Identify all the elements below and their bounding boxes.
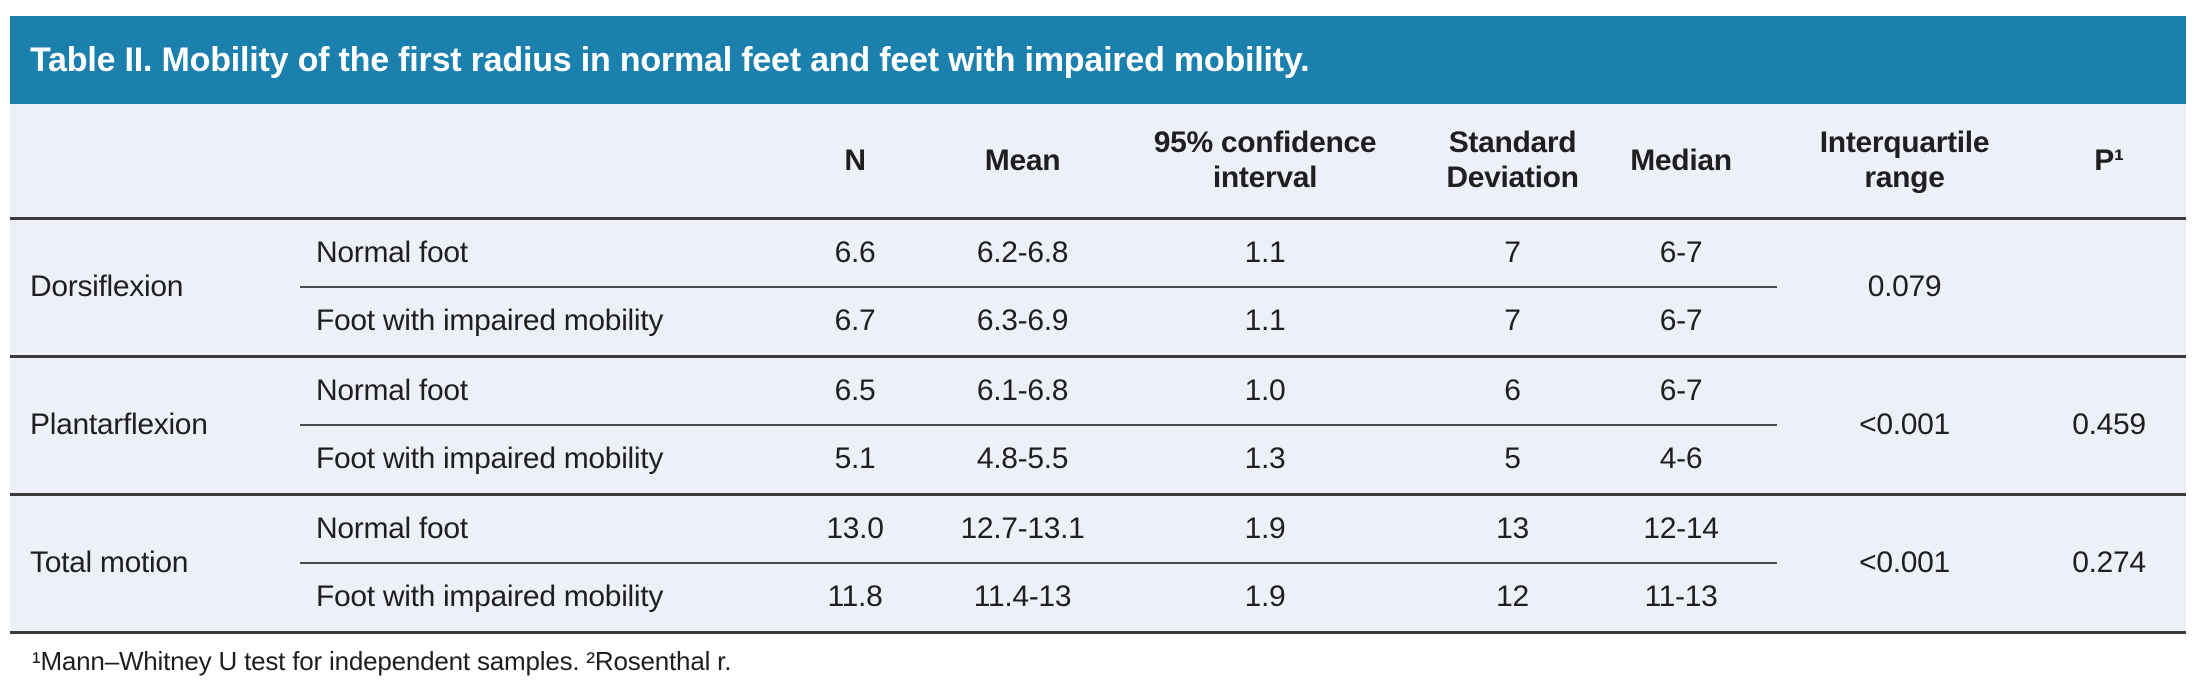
header-interquartile-range: Interquartile range xyxy=(1777,104,2032,220)
cell-median: 6-7 xyxy=(1585,354,1777,426)
mobility-table: N Mean 95% confidence interval Standard … xyxy=(10,104,2186,634)
header-sd-line1: Standard xyxy=(1448,125,1577,159)
cell-ci: 1.1 xyxy=(1244,304,1286,338)
table-container: Table II. Mobility of the first radius i… xyxy=(10,16,2186,677)
header-mean: Mean xyxy=(955,104,1090,220)
table-row-totalmotion-normal: Total motion Normal foot 13.0 12.7-13.1 … xyxy=(10,492,2186,632)
cell-n: 13.0 xyxy=(755,492,955,564)
table-row-dorsiflexion-normal: Dorsiflexion Normal foot 6.6 6.2-6.8 1.1… xyxy=(10,218,2186,303)
cell-iqr-total-motion: <0.001 xyxy=(1777,492,2032,632)
cell-n: 11.8 xyxy=(827,580,883,614)
header-empty-condition xyxy=(300,104,755,220)
header-median-label: Median xyxy=(1630,143,1732,177)
cell-condition: Normal foot xyxy=(300,492,755,564)
cell-iqr-plantarflexion: <0.001 xyxy=(1777,354,2032,494)
table-row-dorsiflexion-impaired: Foot with impaired mobility 6.7 6.3-6.9 … xyxy=(10,287,2186,356)
cell-ci: 1.0 xyxy=(1090,354,1440,426)
cell-mean: 12.7-13.1 xyxy=(955,492,1090,564)
cell-median: 4-6 xyxy=(1659,442,1703,476)
cell-sd: 5 xyxy=(1504,442,1521,476)
cell-condition: Normal foot xyxy=(300,218,755,288)
cell-median: 6-7 xyxy=(1659,304,1703,338)
cell-n: 6.7 xyxy=(834,304,876,338)
cell-n: 6.6 xyxy=(755,218,955,288)
table-row-totalmotion-impaired: Foot with impaired mobility 11.8 11.4-13… xyxy=(10,563,2186,632)
cell-mean: 6.2-6.8 xyxy=(955,218,1090,288)
cell-sd: 13 xyxy=(1440,492,1585,564)
header-ci-line1: 95% confidence xyxy=(1153,125,1377,159)
cell-condition: Normal foot xyxy=(300,354,755,426)
header-p: P¹ xyxy=(2032,104,2186,220)
cell-mean: 4.8-5.5 xyxy=(976,442,1069,476)
header-ci-line2: interval xyxy=(1212,161,1318,195)
cell-condition: Foot with impaired mobility xyxy=(316,442,664,476)
header-n-label: N xyxy=(844,143,866,177)
cell-condition: Foot with impaired mobility xyxy=(316,580,664,614)
cell-mean: 6.3-6.9 xyxy=(976,304,1069,338)
cell-n: 5.1 xyxy=(834,442,876,476)
cell-median: 11-13 xyxy=(1644,580,1718,614)
cell-ci: 1.1 xyxy=(1090,218,1440,288)
header-iqr-line2: range xyxy=(1864,161,1945,195)
cell-mean: 11.4-13 xyxy=(973,580,1072,614)
header-sd-line2: Deviation xyxy=(1446,161,1579,195)
table-row-plantarflexion-normal: Plantarflexion Normal foot 6.5 6.1-6.8 1… xyxy=(10,354,2186,494)
table-title: Table II. Mobility of the first radius i… xyxy=(30,40,1310,79)
header-empty-group xyxy=(10,104,300,220)
cell-sd: 7 xyxy=(1504,304,1521,338)
cell-ci: 1.3 xyxy=(1244,442,1286,476)
cell-p-total-motion: 0.274 xyxy=(2032,492,2186,632)
cell-p-dorsiflexion xyxy=(2032,218,2186,356)
cell-ci: 1.9 xyxy=(1090,492,1440,564)
header-p-label: P¹ xyxy=(2094,143,2124,177)
cell-condition: Foot with impaired mobility xyxy=(316,304,664,338)
cell-sd: 12 xyxy=(1496,580,1529,614)
header-row: N Mean 95% confidence interval Standard … xyxy=(10,104,2186,220)
group-label-total-motion: Total motion xyxy=(10,492,300,632)
group-label-plantarflexion: Plantarflexion xyxy=(10,354,300,494)
header-iqr-line1: Interquartile xyxy=(1819,125,1990,159)
cell-sd: 6 xyxy=(1440,354,1585,426)
cell-median: 6-7 xyxy=(1585,218,1777,288)
cell-median: 12-14 xyxy=(1585,492,1777,564)
table-title-bar: Table II. Mobility of the first radius i… xyxy=(10,16,2186,104)
cell-n: 6.5 xyxy=(755,354,955,426)
cell-iqr-dorsiflexion: 0.079 xyxy=(1867,270,1942,303)
header-median: Median xyxy=(1585,104,1777,220)
group-label-dorsiflexion: Dorsiflexion xyxy=(30,270,184,303)
header-n: N xyxy=(755,104,955,220)
cell-ci: 1.9 xyxy=(1244,580,1286,614)
cell-p-plantarflexion: 0.459 xyxy=(2032,354,2186,494)
cell-sd: 7 xyxy=(1440,218,1585,288)
cell-mean: 6.1-6.8 xyxy=(955,354,1090,426)
table-row-plantarflexion-impaired: Foot with impaired mobility 5.1 4.8-5.5 … xyxy=(10,425,2186,494)
footnote: ¹Mann–Whitney U test for independent sam… xyxy=(32,645,732,676)
header-confidence-interval: 95% confidence interval xyxy=(1090,104,1440,220)
header-mean-label: Mean xyxy=(984,143,1061,177)
header-standard-deviation: Standard Deviation xyxy=(1440,104,1585,220)
